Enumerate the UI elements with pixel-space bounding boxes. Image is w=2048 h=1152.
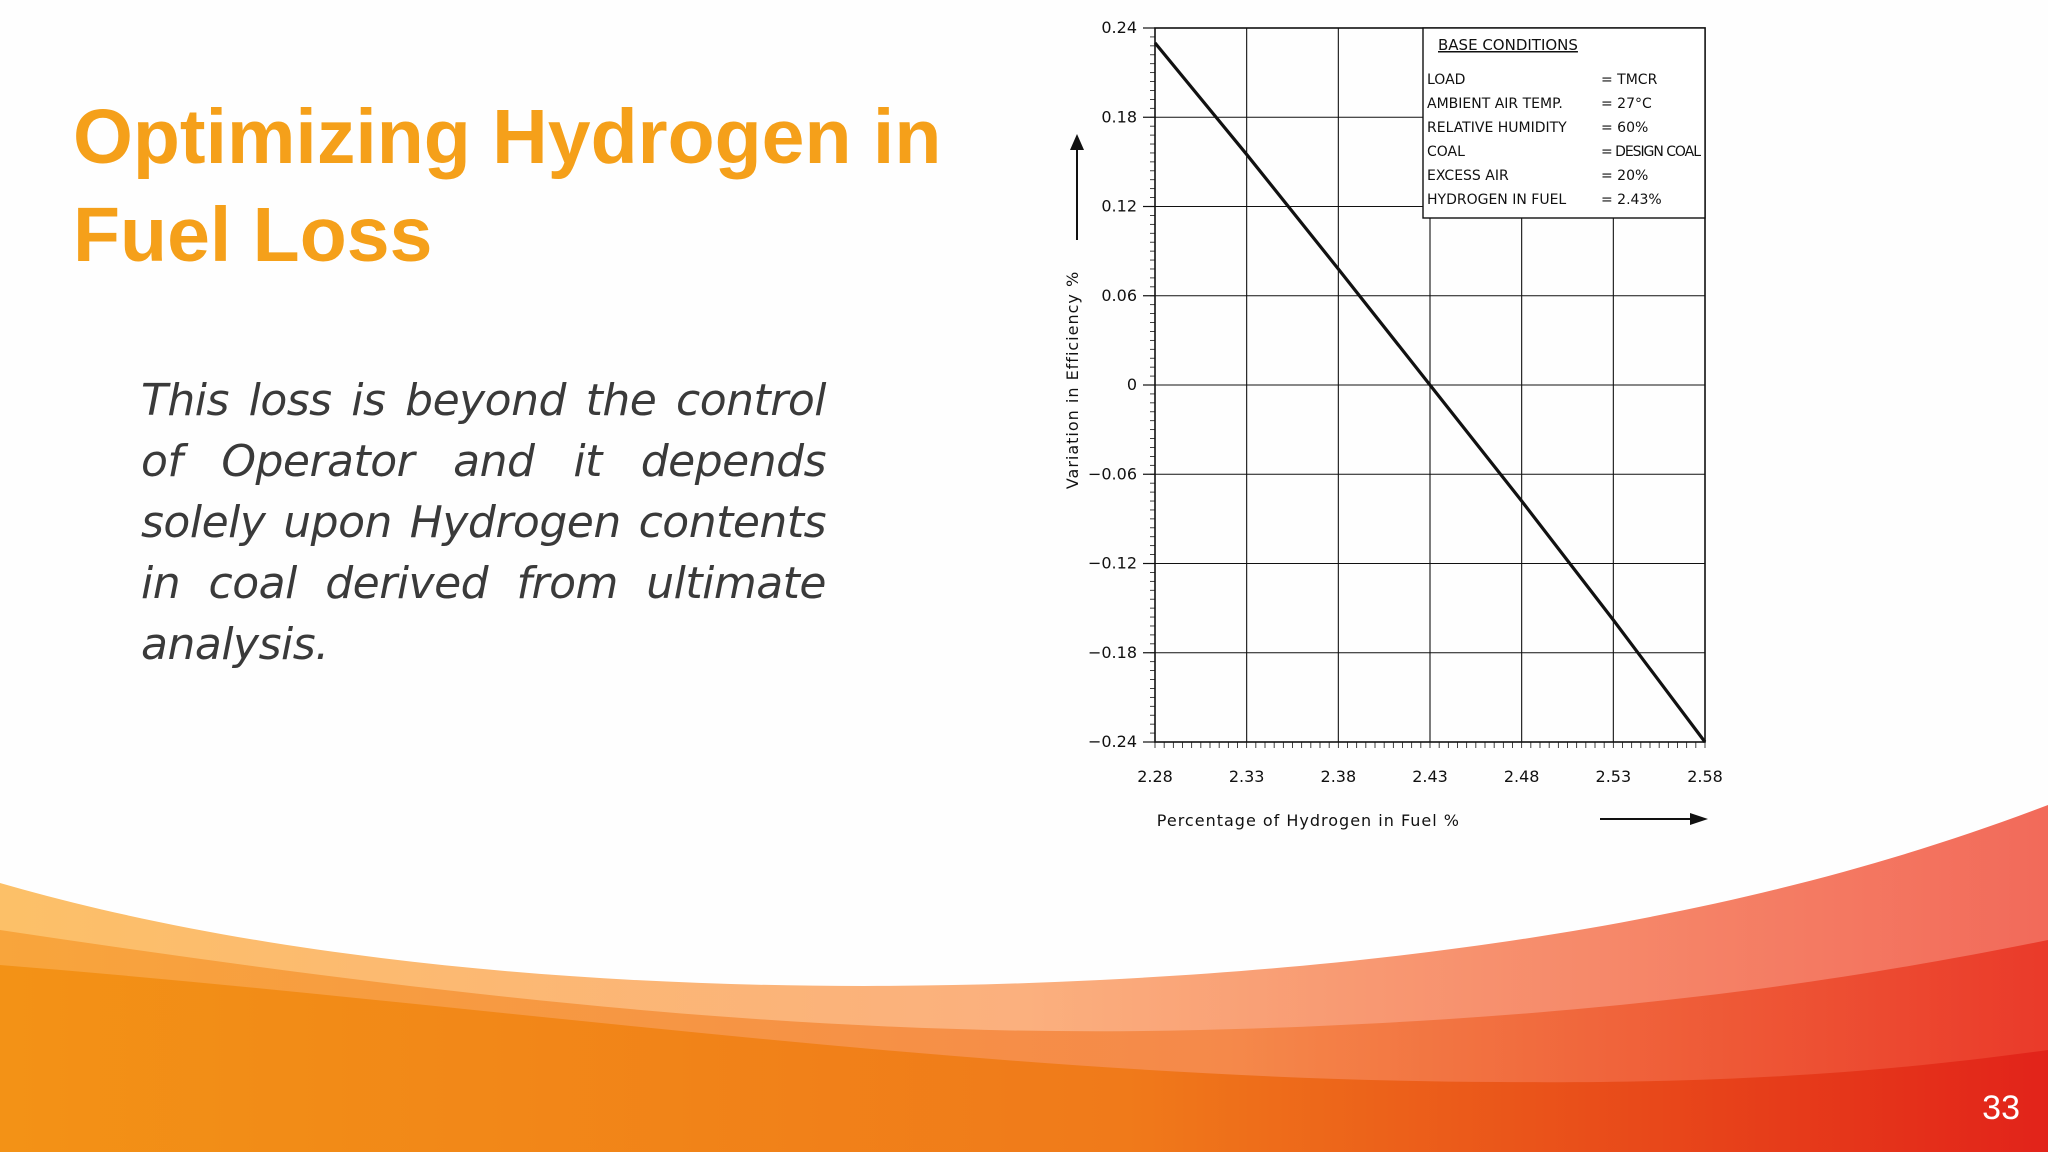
x-axis-arrow-head [1690,813,1708,825]
slide-title: Optimizing Hydrogen in Fuel Loss [73,88,1033,284]
y-tick-label: 0.12 [1101,197,1137,216]
x-tick-label: 2.28 [1137,767,1173,786]
y-tick-label: −0.24 [1088,732,1137,751]
y-tick-label: −0.12 [1088,554,1137,573]
y-tick-label: 0.24 [1101,18,1137,37]
base-condition-label: LOAD [1427,72,1465,88]
x-axis-label: Percentage of Hydrogen in Fuel % [1157,811,1460,830]
x-tick-label: 2.43 [1412,767,1448,786]
base-condition-value: = TMCR [1601,72,1658,88]
decorative-wave-footer [0,805,2048,1152]
base-condition-label: HYDROGEN IN FUEL [1427,192,1566,208]
y-tick-label: −0.06 [1088,464,1137,483]
slide-title-line-2: Fuel Loss [73,192,433,278]
y-axis-arrow-head [1070,134,1084,150]
base-condition-label: AMBIENT AIR TEMP. [1427,96,1563,112]
y-axis-label: Variation in Efficiency % [1063,271,1082,489]
base-conditions-box [1422,27,1706,219]
base-condition-value: = 2.43% [1601,192,1662,208]
x-tick-label: 2.38 [1321,767,1357,786]
y-tick-label: −0.18 [1088,643,1137,662]
x-tick-label: 2.58 [1687,767,1723,786]
base-condition-value: = 20% [1601,168,1648,184]
efficiency-line [1153,41,1707,743]
base-condition-label: EXCESS AIR [1427,168,1509,184]
slide-title-line-1: Optimizing Hydrogen in [73,94,942,180]
base-condition-value: = DESIGN COAL [1601,144,1701,160]
x-tick-label: 2.33 [1229,767,1265,786]
wave-dark-layer [0,965,2048,1152]
slide-body-text: This loss is beyond the control of Opera… [141,375,827,670]
base-condition-value: = 60% [1601,120,1648,136]
chart-figure: 2.28 2.33 2.38 2.43 2.48 2.53 2.58 0.24 0.18 0.12… [1050,0,1790,850]
base-conditions-heading: BASE CONDITIONS [1438,36,1578,54]
base-condition-value: = 27°C [1601,96,1652,112]
y-tick-label: 0 [1127,375,1137,394]
y-tick-label: 0.18 [1101,107,1137,126]
y-tick-label: 0.06 [1101,286,1137,305]
x-tick-label: 2.48 [1504,767,1540,786]
efficiency-chart: 2.28 2.33 2.38 2.43 2.48 2.53 2.58 0.24 0.18 0.12… [1063,18,1723,830]
base-condition-label: COAL [1427,144,1465,160]
page-number: 33 [1982,1089,2020,1127]
base-condition-label: RELATIVE HUMIDITY [1427,120,1567,136]
x-tick-label: 2.53 [1596,767,1632,786]
